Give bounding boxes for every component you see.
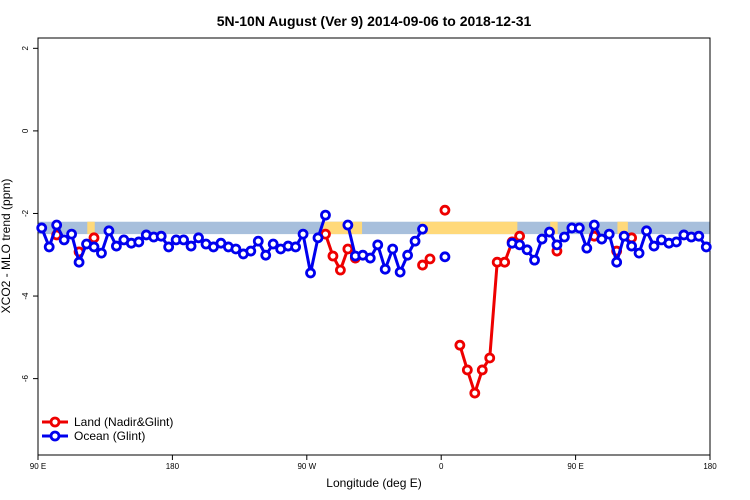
- data-point: [700, 241, 712, 253]
- data-point: [88, 232, 100, 244]
- data-point: [439, 204, 451, 216]
- data-point: [402, 249, 414, 261]
- data-point: [603, 228, 615, 240]
- land-band: [87, 221, 95, 235]
- data-point: [529, 254, 540, 266]
- ocean-band: [38, 221, 710, 235]
- data-point: [260, 249, 272, 261]
- data-point: [618, 230, 630, 242]
- y-tick-label: 0: [21, 128, 30, 133]
- data-point: [641, 225, 652, 237]
- data-point: [499, 256, 511, 268]
- data-point: [290, 241, 302, 253]
- land-band: [550, 221, 558, 235]
- y-tick-label: 2: [21, 46, 30, 51]
- data-point: [312, 232, 324, 244]
- chart-title: 5N-10N August (Ver 9) 2014-09-06 to 2018…: [217, 13, 532, 29]
- data-point: [305, 267, 316, 279]
- legend-label: Ocean (Glint): [74, 429, 145, 443]
- data-point: [581, 242, 593, 254]
- data-point: [36, 222, 48, 234]
- data-point: [320, 209, 331, 221]
- data-point: [372, 239, 384, 251]
- data-point: [103, 225, 115, 237]
- x-tick-label: 180: [703, 462, 717, 471]
- y-tick-label: -4: [21, 292, 30, 300]
- legend: Land (Nadir&Glint)Ocean (Glint): [42, 415, 173, 443]
- legend-marker: [49, 416, 61, 428]
- data-point: [178, 234, 190, 246]
- data-point: [633, 247, 645, 259]
- data-point: [424, 253, 436, 265]
- data-point: [484, 352, 496, 364]
- data-point: [43, 241, 55, 253]
- data-point: [461, 364, 473, 376]
- data-point: [379, 263, 391, 275]
- data-point: [58, 234, 70, 246]
- data-point: [536, 233, 548, 245]
- data-point: [73, 256, 85, 268]
- data-point: [245, 245, 257, 257]
- land-band: [617, 221, 628, 235]
- x-tick-label: 180: [166, 462, 180, 471]
- data-point: [514, 230, 525, 242]
- x-tick-label: 90 W: [297, 462, 316, 471]
- data-point: [469, 387, 481, 399]
- data-point: [342, 243, 354, 255]
- y-tick-label: -6: [21, 375, 30, 383]
- x-tick-label: 0: [439, 462, 444, 471]
- data-point: [51, 219, 63, 231]
- data-point: [155, 230, 167, 242]
- data-point: [111, 240, 122, 252]
- data-point: [417, 259, 428, 271]
- data-point: [588, 219, 600, 231]
- legend-marker: [49, 430, 61, 442]
- data-point: [364, 252, 376, 264]
- data-point: [454, 339, 466, 351]
- data-point: [327, 250, 339, 262]
- data-point: [342, 219, 354, 231]
- data-point: [648, 240, 660, 252]
- data-point: [133, 236, 145, 248]
- data-point: [671, 236, 682, 248]
- data-point: [163, 241, 175, 253]
- data-point: [439, 251, 451, 263]
- data-point: [551, 239, 563, 251]
- x-tick-label: 90 E: [30, 462, 46, 471]
- data-point: [409, 235, 421, 247]
- data-point: [514, 239, 525, 251]
- data-point: [230, 243, 242, 255]
- data-point: [417, 223, 428, 235]
- data-point: [521, 244, 533, 256]
- data-point: [267, 238, 279, 250]
- data-point: [185, 240, 197, 252]
- data-point: [544, 226, 555, 238]
- data-point: [693, 230, 705, 242]
- legend-label: Land (Nadir&Glint): [74, 415, 173, 429]
- data-point: [96, 247, 107, 259]
- data-point: [66, 228, 77, 240]
- x-tick-label: 90 E: [567, 462, 583, 471]
- data-point: [387, 243, 399, 255]
- data-point: [252, 235, 264, 247]
- data-point: [394, 266, 406, 278]
- data-point: [297, 228, 309, 240]
- y-axis-label: XCO2 - MLO trend (ppm): [0, 179, 13, 314]
- data-point: [193, 232, 204, 244]
- land-band: [420, 221, 518, 235]
- data-point: [559, 231, 570, 243]
- x-axis-label: Longitude (deg E): [326, 476, 421, 490]
- data-point: [611, 256, 623, 268]
- data-point: [626, 240, 637, 252]
- data-point: [596, 233, 608, 245]
- data-point: [573, 222, 585, 234]
- data-point: [88, 241, 100, 253]
- data-point: [334, 264, 346, 276]
- data-point: [476, 364, 488, 376]
- y-tick-label: -2: [21, 209, 30, 217]
